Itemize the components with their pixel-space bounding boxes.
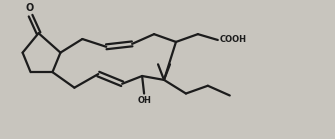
Text: O: O [25,3,34,13]
Text: OH: OH [137,96,151,106]
Text: COOH: COOH [220,35,247,44]
